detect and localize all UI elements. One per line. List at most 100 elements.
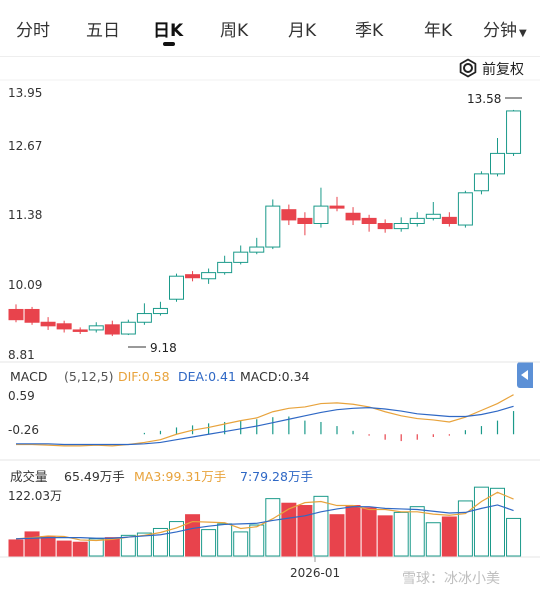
candle — [88, 325, 104, 331]
volume-bar — [169, 521, 184, 557]
macd-title: MACD — [10, 369, 48, 384]
volume-bar — [104, 537, 120, 557]
candle — [169, 275, 184, 300]
candle — [56, 323, 72, 330]
volume-bar — [281, 502, 297, 557]
candle — [361, 217, 377, 225]
volume-bar — [72, 541, 88, 557]
low-price-marker: 9.18 — [150, 341, 177, 355]
volume-bar — [217, 523, 233, 557]
volume-bar — [345, 505, 361, 557]
candle — [490, 152, 505, 175]
tab-minute[interactable]: 分钟 ▼ — [483, 16, 527, 41]
candle — [249, 246, 265, 253]
volume-value: 65.49万手 — [64, 469, 125, 484]
candle — [281, 209, 297, 221]
high-price-marker: 13.58 — [467, 92, 502, 106]
macd-axis-top: 0.59 — [8, 389, 35, 403]
volume-ma7-line — [15, 504, 514, 540]
macd-dif-value: DIF:0.58 — [118, 369, 170, 384]
volume-bar — [8, 539, 24, 557]
candle — [297, 217, 313, 225]
candle — [40, 321, 56, 327]
tabs-divider — [0, 56, 540, 57]
volume-bar — [201, 529, 217, 557]
tab-weekly-k[interactable]: 周K — [220, 21, 249, 41]
volume-bar — [24, 531, 40, 557]
candle — [136, 313, 152, 323]
tab-daily-k[interactable]: 日K — [153, 21, 184, 41]
volume-bar — [506, 517, 522, 557]
candle — [265, 205, 281, 248]
macd-params: (5,12,5) — [64, 369, 114, 384]
candle — [506, 110, 522, 154]
candle — [233, 251, 249, 263]
volume-bar — [88, 538, 104, 557]
price-axis-max: 13.95 — [8, 86, 43, 100]
collapse-panel-button[interactable] — [517, 362, 533, 388]
candle — [393, 223, 409, 230]
candle — [152, 307, 168, 315]
macd-histogram — [143, 411, 515, 442]
volume-bar — [393, 511, 409, 557]
volume-bar — [56, 540, 72, 557]
macd-dif-line — [16, 394, 514, 447]
volume-ma7: 7:79.28万手 — [240, 469, 313, 484]
price-axis-min: 8.81 — [8, 348, 35, 362]
candle — [377, 223, 393, 230]
volume-ma3: MA3:99.31万手 — [134, 469, 227, 484]
volume-bar — [297, 505, 313, 557]
candle — [345, 212, 361, 221]
macd-dea-line — [16, 405, 514, 446]
volume-bar — [136, 532, 152, 557]
tab-timeshare[interactable]: 分时 — [16, 21, 50, 41]
volume-bar — [490, 487, 505, 557]
volume-title: 成交量 — [10, 469, 48, 484]
price-axis-2: 12.67 — [8, 139, 43, 153]
candles-group — [8, 109, 522, 337]
volume-bar — [40, 535, 56, 557]
macd-axis-bottom: -0.26 — [8, 423, 40, 437]
candle — [329, 205, 345, 209]
tab-five-day[interactable]: 五日 — [86, 21, 120, 41]
candle — [425, 213, 441, 219]
volume-bars — [8, 486, 522, 557]
tab-minute-label: 分钟 — [483, 21, 517, 41]
volume-bar — [457, 500, 473, 557]
settings-icon — [458, 58, 478, 82]
adjust-button[interactable]: 前复权 — [458, 58, 524, 82]
candle — [217, 261, 233, 274]
candle — [185, 274, 201, 279]
adjust-label: 前复权 — [482, 62, 524, 78]
candle — [8, 308, 24, 321]
volume-bar — [185, 514, 201, 557]
watermark: 雪球：冰冰小美 — [402, 571, 500, 587]
candle — [457, 192, 473, 226]
volume-bar — [329, 514, 345, 557]
volume-bar — [441, 516, 457, 557]
volume-axis-top: 122.03万 — [8, 489, 62, 503]
price-axis-3: 11.38 — [8, 208, 43, 222]
volume-bar — [233, 531, 249, 557]
chevron-down-icon: ▼ — [519, 28, 527, 39]
candle — [313, 205, 329, 225]
x-axis-date-label: 2026-01 — [290, 566, 341, 580]
candle — [72, 329, 88, 332]
candle — [104, 324, 120, 335]
volume-ma3-line — [15, 491, 514, 542]
active-tab-indicator — [163, 42, 175, 46]
period-tabs: 分时 五日 日K 周K 月K 季K 年K 分钟 ▼ — [0, 0, 540, 56]
tab-monthly-k[interactable]: 月K — [288, 21, 317, 41]
volume-bar — [473, 486, 489, 557]
volume-bar — [409, 506, 425, 557]
volume-bar — [265, 498, 281, 557]
macd-dea-value: DEA:0.41 — [178, 369, 236, 384]
volume-bar — [120, 534, 136, 557]
tab-quarterly-k[interactable]: 季K — [355, 21, 384, 41]
tab-yearly-k[interactable]: 年K — [424, 21, 453, 41]
volume-bar — [249, 524, 265, 557]
volume-bar — [361, 507, 377, 557]
volume-bar — [425, 522, 441, 557]
candle — [409, 217, 425, 225]
